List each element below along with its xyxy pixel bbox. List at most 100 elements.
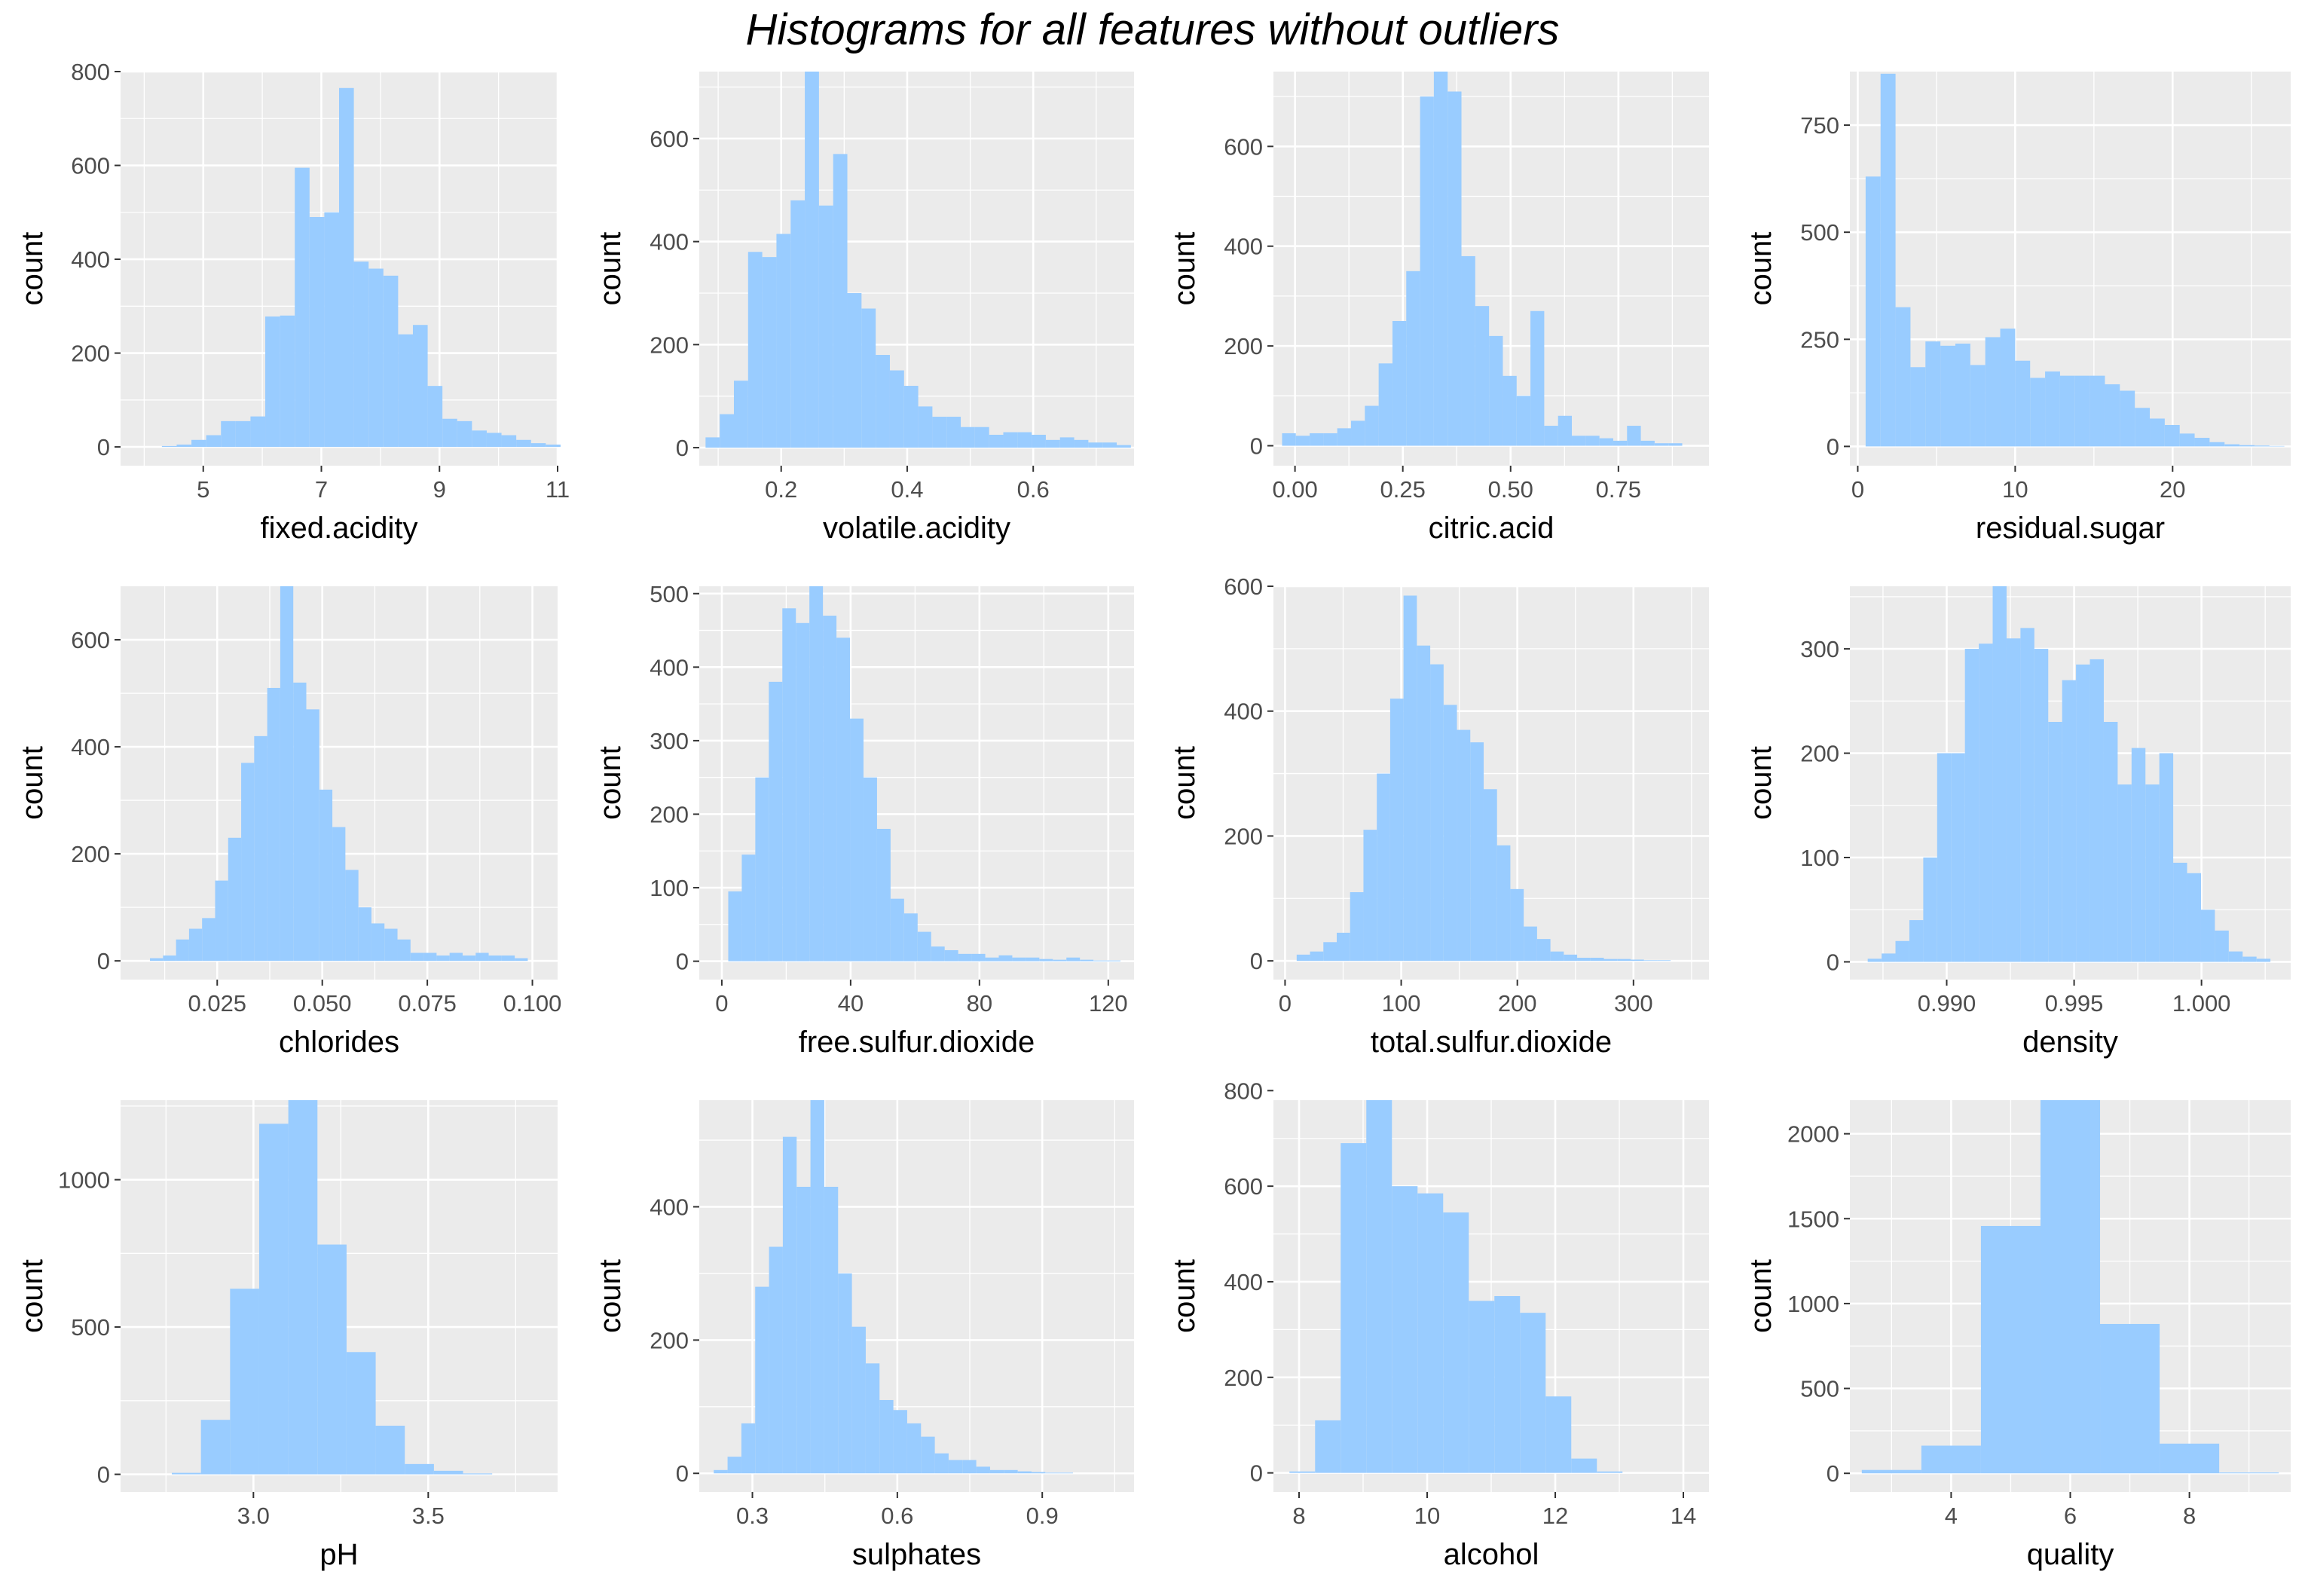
histogram-bar — [1909, 920, 1924, 962]
histogram-bar — [1102, 442, 1117, 448]
histogram-bar — [1032, 434, 1046, 448]
histogram-bar — [1289, 1471, 1316, 1473]
x-axis-label: quality — [2027, 1538, 2114, 1571]
histogram-bar — [368, 268, 384, 448]
histogram-bar — [150, 958, 164, 962]
y-tick-label: 0 — [97, 1462, 110, 1488]
x-tick-label: 0.050 — [293, 990, 352, 1017]
y-tick-label: 1000 — [58, 1167, 110, 1194]
histogram-bar — [728, 891, 742, 962]
x-tick-label: 100 — [1382, 990, 1421, 1017]
histogram-bar — [790, 200, 806, 448]
x-tick-label: 11 — [546, 476, 570, 503]
histogram-bar — [890, 898, 904, 962]
histogram-ph: 3.0 3.5 0 500 1000 pH count — [16, 1100, 558, 1571]
histogram-bar — [228, 837, 242, 962]
histogram-bar — [1365, 405, 1379, 446]
histogram-bar — [1323, 942, 1337, 962]
histogram-bar — [486, 433, 502, 448]
histogram-bar — [944, 949, 958, 962]
histogram-bar — [339, 87, 354, 448]
histogram-bar — [1461, 255, 1475, 446]
histogram-bar — [1603, 959, 1618, 962]
histogram-bar — [1520, 1313, 1546, 1473]
histogram-bar — [345, 870, 359, 962]
histogram-bar — [405, 1463, 434, 1475]
histogram-bar — [1613, 440, 1628, 446]
histogram-bar — [463, 1473, 493, 1475]
histogram-bar — [427, 386, 443, 448]
histogram-bar — [371, 923, 385, 962]
histogram-bar — [1599, 438, 1613, 446]
histogram-bar — [433, 1470, 463, 1475]
histogram-bar — [1544, 426, 1558, 446]
histogram-bar — [823, 616, 837, 962]
histogram-bar — [2150, 418, 2165, 447]
histogram-bar — [1654, 443, 1669, 446]
histogram-bar — [1564, 954, 1578, 962]
x-tick-label: 0 — [715, 990, 728, 1017]
y-tick-label: 600 — [1224, 1173, 1263, 1200]
histogram-bar — [398, 334, 413, 448]
x-tick-label: 3.0 — [237, 1503, 270, 1529]
histogram-bar — [2074, 375, 2090, 447]
histogram-bar — [838, 1273, 852, 1474]
histogram-bar — [2100, 1323, 2160, 1474]
x-axis-label: free.sulfur.dioxide — [799, 1026, 1035, 1059]
histogram-bar — [974, 427, 989, 448]
histogram-bar — [1882, 953, 1896, 962]
x-tick-label: 0.75 — [1596, 476, 1641, 503]
histogram-bar — [2159, 753, 2174, 962]
histogram-bar — [1026, 957, 1040, 962]
histogram-bar — [1392, 1186, 1418, 1473]
histogram-bar — [1992, 586, 2007, 962]
histogram-bar — [2187, 873, 2201, 962]
y-tick-label: 300 — [650, 728, 689, 754]
histogram-bar — [1074, 439, 1089, 448]
histogram-bar — [879, 1399, 894, 1474]
y-tick-label: 0 — [1250, 948, 1263, 974]
histogram-bar — [206, 435, 222, 448]
histogram-bar — [2194, 438, 2210, 447]
histogram-bar — [1489, 335, 1503, 446]
histogram-bar — [324, 212, 339, 448]
y-axis-label: count — [16, 232, 49, 306]
x-tick-label: 5 — [197, 476, 209, 503]
x-tick-label: 0 — [1851, 476, 1864, 503]
histogram-bar — [796, 622, 810, 962]
histogram-bar — [265, 316, 280, 448]
histogram-bar — [1475, 306, 1490, 446]
histogram-bar — [1403, 595, 1417, 962]
histogram-bar — [865, 1363, 880, 1474]
x-tick-label: 0.100 — [503, 990, 562, 1017]
histogram-bar — [851, 1326, 866, 1474]
histogram-bar — [1550, 951, 1564, 962]
histogram-bar — [2006, 638, 2021, 962]
y-tick-label: 1000 — [1787, 1291, 1839, 1317]
histogram-bar — [1985, 337, 2001, 447]
histogram-bar — [1059, 437, 1075, 448]
histogram-bar — [2145, 784, 2160, 962]
histogram-bar — [2254, 445, 2270, 447]
histogram-bar — [1457, 729, 1471, 962]
histogram-bar — [836, 637, 851, 962]
histogram-bar — [1337, 932, 1350, 962]
histogram-bar — [2040, 1100, 2101, 1474]
y-tick-label: 500 — [1800, 1376, 1839, 1402]
histogram-bar — [1910, 367, 1926, 447]
histogram-bar — [1510, 888, 1524, 962]
histogram-bar — [1366, 1100, 1392, 1473]
histogram-bar — [2048, 722, 2062, 962]
x-axis-label: sulphates — [852, 1538, 981, 1571]
y-axis-label: count — [16, 746, 49, 820]
histogram-bar — [423, 952, 437, 962]
histogram-bar — [1895, 940, 1909, 962]
histogram-bar — [306, 709, 319, 962]
x-tick-label: 12 — [1542, 1503, 1568, 1529]
histogram-bar — [267, 687, 280, 962]
x-tick-label: 6 — [2064, 1503, 2077, 1529]
y-tick-label: 200 — [71, 341, 110, 367]
histogram-bar — [1496, 845, 1511, 962]
x-tick-label: 0.3 — [736, 1503, 769, 1529]
